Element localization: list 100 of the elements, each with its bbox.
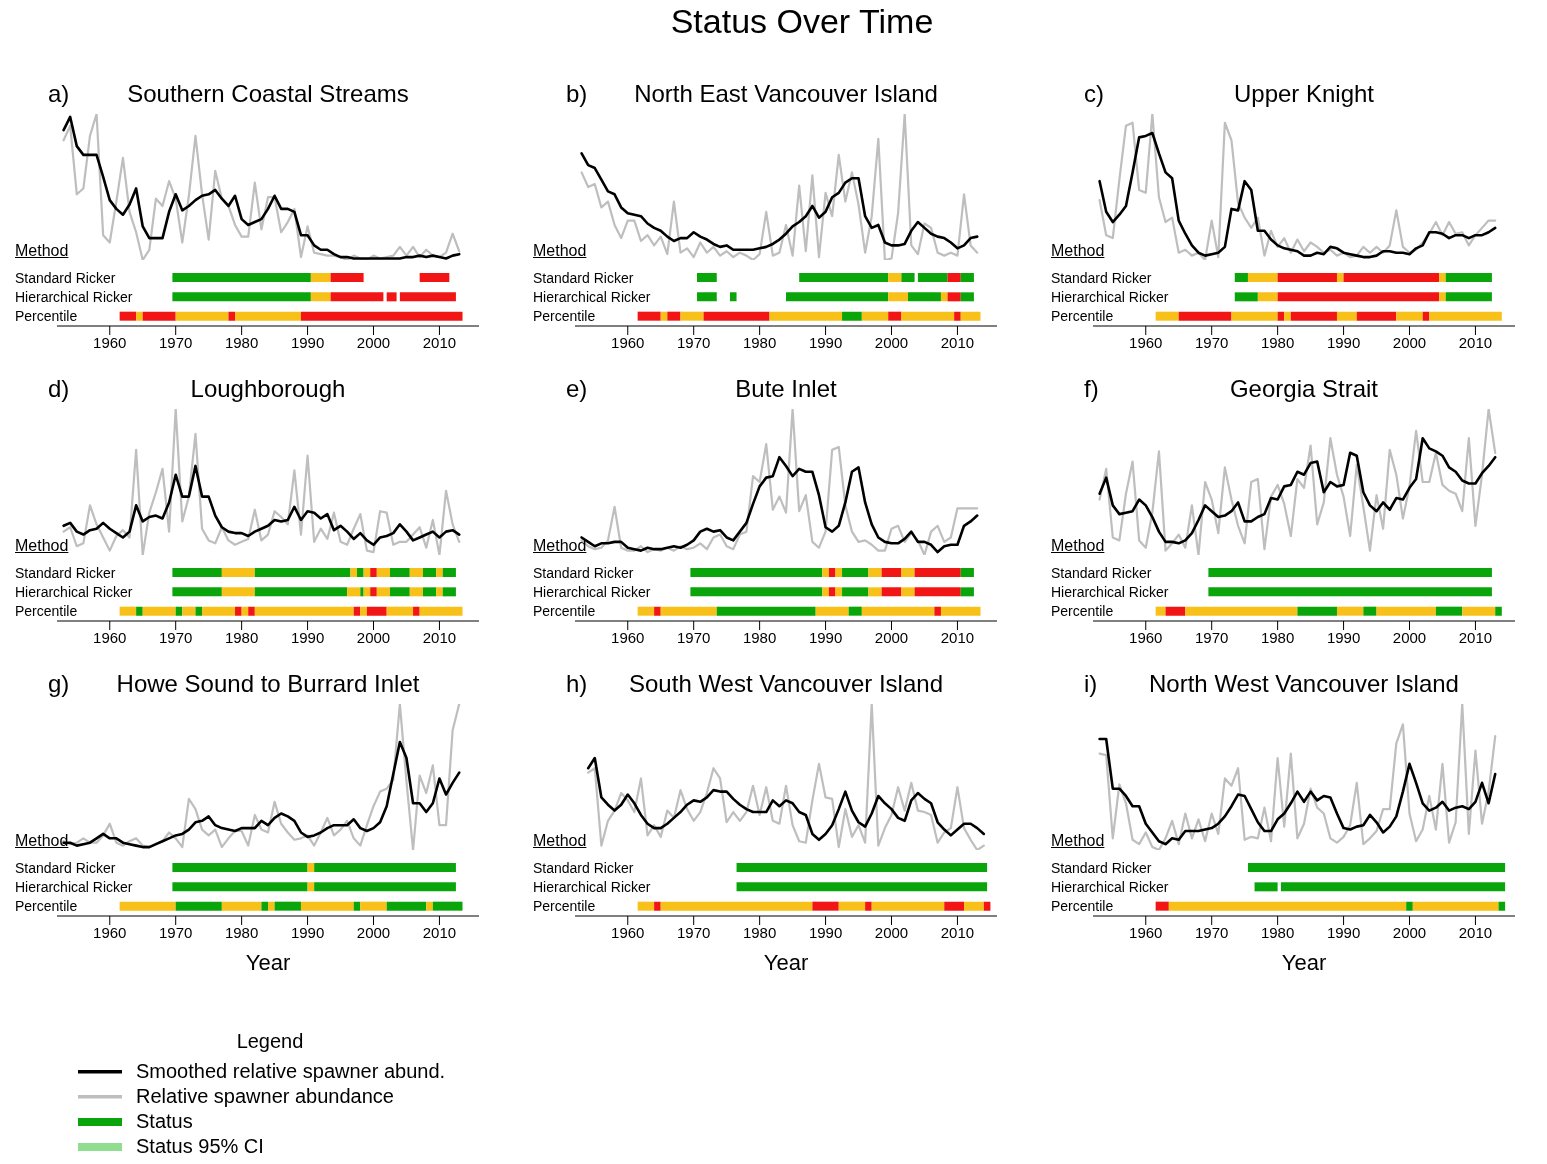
y-tick-label: Hierarchical Ricker — [1051, 878, 1169, 896]
bar — [261, 901, 268, 911]
legend-title: Legend — [235, 1030, 305, 1053]
x-tick-label: 2010 — [940, 923, 975, 941]
y-tick-label: Hierarchical Ricker — [533, 288, 651, 306]
bar — [769, 311, 843, 321]
bar — [838, 901, 866, 911]
y-tick-label: Standard Ricker — [15, 858, 116, 877]
bar — [1257, 292, 1278, 302]
bar — [413, 606, 420, 616]
bar — [347, 587, 361, 597]
bar — [865, 901, 872, 911]
bar — [1254, 882, 1278, 892]
bar — [363, 568, 371, 577]
bar — [172, 273, 311, 282]
bar — [914, 568, 961, 577]
chart-title: Loughborough — [190, 375, 346, 402]
y-tick-label: Percentile — [1051, 307, 1114, 326]
x-tick-label: 1960 — [93, 923, 127, 941]
bar — [960, 311, 981, 321]
x-tick-label: 2010 — [1458, 333, 1493, 351]
x-tick-label: 1970 — [159, 333, 193, 351]
x-tick-label: 2010 — [422, 333, 457, 351]
x-tick-label: 1990 — [290, 628, 325, 646]
x-tick-label: 1990 — [808, 628, 843, 646]
y-axis-title: Method — [533, 832, 587, 850]
bar — [842, 568, 869, 577]
text: a) — [48, 80, 70, 108]
y-tick-label: Hierarchical Ricker — [15, 288, 133, 306]
bar — [175, 311, 229, 321]
x-tick-label: 2010 — [940, 628, 975, 646]
bar — [1277, 273, 1337, 282]
bar — [881, 568, 902, 577]
text: Status Over Time — [669, 2, 935, 41]
bar — [436, 587, 443, 597]
x-tick-label: 1960 — [93, 333, 127, 351]
bar — [1356, 311, 1397, 321]
bar — [1155, 901, 1169, 911]
chart-title: Bute Inlet — [735, 375, 837, 402]
x-tick-label: 1980 — [742, 923, 777, 941]
bar — [828, 587, 836, 597]
chart-title: North East Vancouver Island — [634, 80, 938, 107]
y-axis-title: Method — [1051, 537, 1105, 555]
x-tick-label: 1980 — [1260, 628, 1295, 646]
bar — [1247, 863, 1506, 872]
x-tick-label: 1960 — [611, 333, 645, 351]
text: b) — [566, 80, 588, 108]
bar — [314, 863, 456, 872]
bar — [1422, 311, 1430, 321]
bar — [172, 568, 222, 577]
bar — [954, 311, 961, 321]
x-tick-label: 2010 — [422, 628, 457, 646]
y-tick-label: Hierarchical Ricker — [533, 878, 651, 896]
bar — [254, 568, 351, 577]
legend-label: Status 95% CI — [136, 1135, 264, 1158]
bar — [690, 568, 823, 577]
y-tick-label: Standard Ricker — [533, 268, 634, 287]
bar — [736, 882, 988, 892]
y-tick-label: Standard Ricker — [533, 563, 634, 582]
y-tick-label: Standard Ricker — [15, 563, 116, 582]
bar — [871, 901, 945, 911]
x-tick-label: 1960 — [1129, 923, 1163, 941]
bar — [310, 292, 331, 302]
y-tick-label: Percentile — [15, 307, 78, 326]
bar — [366, 606, 387, 616]
bar — [881, 587, 902, 597]
x-tick-label: 1980 — [224, 923, 259, 941]
bar — [828, 568, 836, 577]
x-tick-label: 2000 — [356, 923, 391, 941]
y-tick-label: Percentile — [15, 602, 78, 621]
y-tick-label: Percentile — [15, 897, 78, 916]
bar — [901, 273, 915, 282]
bar — [1297, 606, 1337, 616]
y-axis-title: Method — [1051, 832, 1105, 850]
bar — [330, 292, 384, 302]
bar — [307, 882, 315, 892]
y-tick-label: Percentile — [1051, 602, 1114, 621]
bar — [907, 292, 941, 302]
chart-title: North West Vancouver Island — [1149, 670, 1459, 697]
legend-label: Status — [136, 1110, 193, 1133]
x-tick-label: 1970 — [677, 628, 711, 646]
y-axis-title: Method — [15, 832, 69, 850]
bar — [964, 901, 984, 911]
bar — [960, 568, 974, 577]
x-tick-label: 1960 — [93, 628, 127, 646]
text: i) — [1084, 670, 1098, 698]
x-tick-label: 1990 — [1326, 333, 1361, 351]
x-tick-label: 1990 — [1326, 923, 1361, 941]
bar — [1462, 606, 1496, 616]
bar — [221, 568, 255, 577]
bar — [901, 568, 915, 577]
x-tick-label: 1960 — [611, 923, 645, 941]
y-axis-title: Method — [1051, 242, 1105, 260]
y-tick-label: Hierarchical Ricker — [533, 583, 651, 601]
chart-title: Southern Coastal Streams — [127, 80, 409, 107]
bar — [983, 901, 991, 911]
bar — [363, 587, 371, 597]
y-tick-label: Hierarchical Ricker — [15, 878, 133, 896]
bar — [172, 587, 222, 597]
x-tick-label: 1970 — [159, 923, 193, 941]
